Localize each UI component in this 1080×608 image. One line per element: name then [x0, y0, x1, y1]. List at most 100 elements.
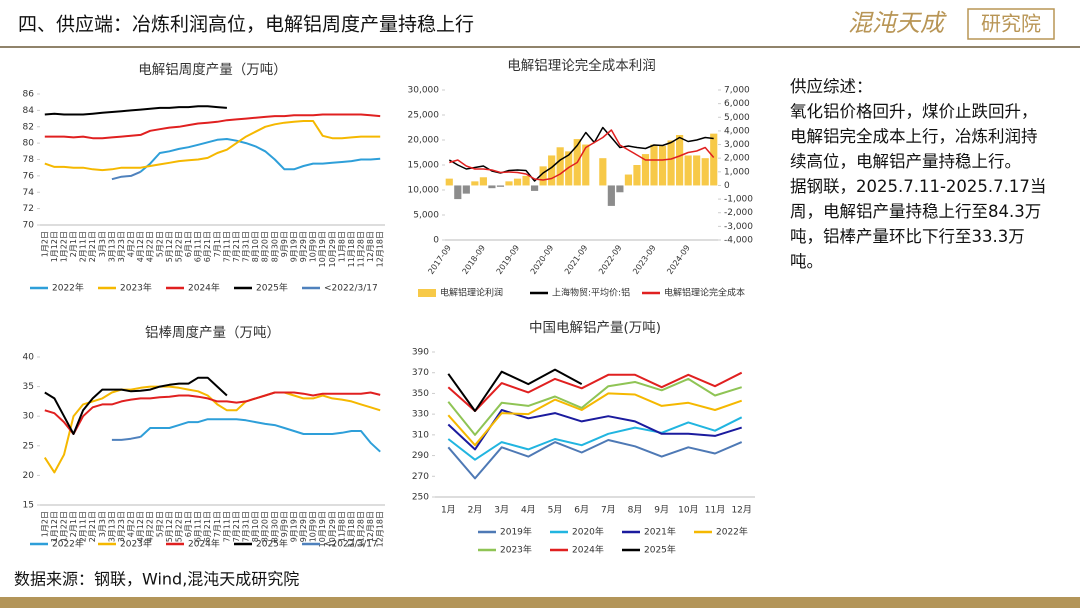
x-tick-label: 8月20日	[261, 511, 270, 542]
x-tick-label: 1月2日	[40, 231, 49, 257]
legend-label: 2025年	[644, 544, 676, 556]
bar	[624, 174, 633, 186]
series-line	[44, 105, 227, 116]
x-tick-label: 1月	[441, 505, 456, 516]
y-tick-label: 70	[23, 221, 35, 231]
y-tick-label: 35	[23, 382, 34, 392]
bar	[633, 165, 641, 186]
legend-label: 2023年	[120, 538, 152, 550]
x-tick-label: 5月2日	[155, 511, 164, 537]
x-tick-label: 4月22日	[146, 231, 155, 262]
x-tick-label: 5月12日	[165, 231, 174, 262]
y-tick-label: 290	[412, 451, 429, 461]
summary-heading: 供应综述：	[790, 77, 873, 96]
legend-label: 2022年	[716, 526, 748, 538]
x-tick-label: 3月3日	[98, 231, 107, 257]
series-line	[139, 138, 381, 173]
x-tick-label: 8月30日	[270, 231, 279, 262]
y-tick-label: 370	[412, 368, 429, 378]
x-tick-label: 1月12日	[50, 511, 59, 542]
bar	[556, 147, 564, 186]
x-tick-label: 12月	[731, 505, 751, 516]
x-tick-label: 9月	[654, 505, 669, 516]
x-tick-label: 6月	[574, 505, 589, 516]
y2-tick-label: 6,000	[724, 99, 750, 109]
bar	[505, 181, 513, 186]
series-line	[44, 391, 381, 435]
series-line	[448, 126, 714, 182]
x-tick-label: 3月13日	[107, 231, 116, 262]
legend-label: 2024年	[572, 544, 604, 556]
y-tick-label: 10,000	[408, 186, 440, 196]
legend-label: <2022/3/17	[324, 540, 378, 550]
x-tick-label: 8月10日	[251, 511, 260, 542]
x-tick-label: 8月10日	[251, 231, 260, 262]
y2-tick-label: 2,000	[724, 154, 750, 164]
x-tick-label: 2月	[468, 505, 483, 516]
y-tick-label: 250	[412, 493, 429, 503]
bar	[462, 185, 470, 194]
x-tick-label: 10月29日	[328, 231, 337, 267]
x-tick-label: 2017-09	[426, 243, 453, 276]
x-tick-label: 8月20日	[261, 231, 270, 262]
x-tick-label: 11月18日	[347, 231, 356, 267]
series-line	[44, 120, 381, 172]
legend-label: 2023年	[120, 282, 152, 294]
y-tick-label: 30,000	[408, 86, 440, 96]
series-line	[447, 377, 742, 436]
legend-label: 2025年	[256, 538, 288, 550]
legend-label: 2022年	[52, 538, 84, 550]
legend-label: 2023年	[500, 544, 532, 556]
y-tick-label: 0	[433, 236, 439, 246]
x-tick-label: 7月1日	[213, 511, 222, 537]
x-tick-label: 6月21日	[203, 511, 212, 542]
y-tick-label: 30	[23, 412, 35, 422]
bar	[530, 185, 539, 191]
x-tick-label: 11月18日	[347, 511, 356, 547]
x-tick-label: 2020-09	[529, 243, 556, 276]
y2-tick-label: -4,000	[724, 236, 753, 246]
bar	[641, 154, 650, 186]
bar	[522, 175, 530, 186]
x-tick-label: 10月9日	[309, 511, 318, 542]
y-tick-label: 78	[23, 155, 35, 165]
y2-tick-label: 5,000	[724, 113, 750, 123]
y-tick-label: 20	[23, 471, 35, 481]
y-tick-label: 76	[23, 171, 35, 181]
chart-title: 电解铝理论完全成本利润	[507, 57, 656, 74]
x-tick-label: 2月21日	[88, 511, 97, 542]
x-tick-label: 10月29日	[328, 511, 337, 547]
y-tick-label: 86	[23, 90, 35, 100]
x-tick-label: 8月	[628, 505, 643, 516]
x-tick-label: 2月11日	[79, 231, 88, 262]
x-tick-label: 5月	[548, 505, 563, 516]
summary-body: 据钢联，2025.7.11-2025.7.17当周，电解铝产量持稳上行至84.3…	[790, 177, 1047, 271]
bar	[701, 158, 709, 186]
legend-label: 上海物贸:平均价:铝	[552, 287, 630, 299]
chart-title: 电解铝周度产量（万吨）	[138, 62, 287, 78]
x-tick-label: 3月23日	[117, 511, 126, 542]
bar	[454, 185, 462, 200]
legend-label: 电解铝理论完全成本	[664, 287, 745, 299]
bar	[488, 185, 496, 189]
legend-label: 2024年	[188, 282, 220, 294]
x-tick-label: 2019-09	[495, 243, 522, 276]
y-tick-label: 350	[412, 389, 429, 399]
series-line	[44, 113, 381, 140]
series-line	[447, 439, 743, 480]
legend-label: 2019年	[500, 526, 532, 538]
x-tick-label: 4月12日	[136, 511, 145, 542]
bar	[658, 145, 667, 186]
legend-label: <2022/3/17	[324, 284, 378, 294]
x-tick-label: 1月12日	[50, 231, 59, 262]
x-tick-label: 5月22日	[174, 511, 183, 542]
y-tick-label: 25	[23, 441, 34, 451]
y-tick-label: 72	[23, 204, 34, 214]
x-tick-label: 7月31日	[242, 231, 251, 262]
bar	[693, 155, 701, 186]
x-tick-label: 8月30日	[270, 511, 279, 542]
x-tick-label: 5月22日	[174, 231, 183, 262]
x-tick-label: 7月21日	[232, 231, 241, 262]
footer-band	[0, 597, 1080, 608]
series-line	[447, 368, 583, 412]
